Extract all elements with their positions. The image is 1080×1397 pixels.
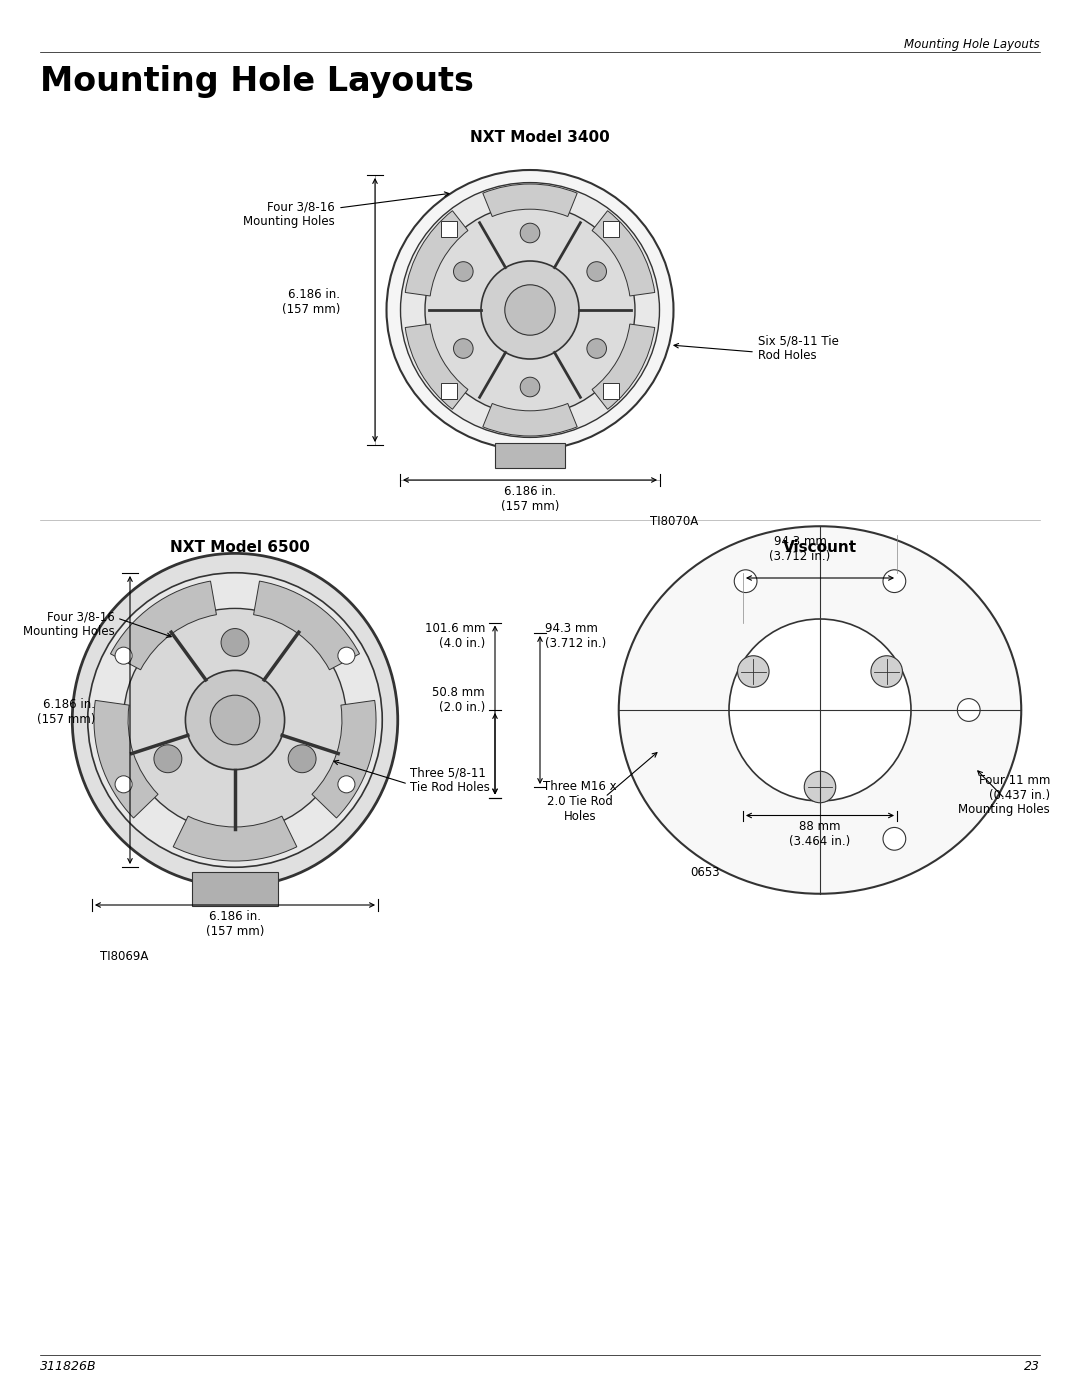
Circle shape (883, 827, 906, 851)
Circle shape (521, 377, 540, 397)
Circle shape (454, 261, 473, 281)
Text: 0653: 0653 (690, 866, 719, 879)
Wedge shape (173, 816, 297, 861)
Circle shape (481, 261, 579, 359)
Text: 23: 23 (1024, 1361, 1040, 1373)
Wedge shape (312, 700, 376, 819)
Wedge shape (110, 581, 216, 669)
Bar (441, 221, 457, 236)
Wedge shape (405, 211, 468, 296)
Circle shape (288, 745, 316, 773)
Circle shape (729, 619, 912, 800)
Text: 101.6 mm
(4.0 in.): 101.6 mm (4.0 in.) (424, 622, 485, 650)
Circle shape (586, 338, 607, 358)
Text: 6.186 in.
(157 mm): 6.186 in. (157 mm) (282, 288, 340, 316)
Circle shape (504, 285, 555, 335)
Text: Mounting Hole Layouts: Mounting Hole Layouts (904, 38, 1040, 52)
Ellipse shape (619, 527, 1022, 894)
Text: Three 5/8-11
Tie Rod Holes: Three 5/8-11 Tie Rod Holes (410, 766, 490, 793)
Circle shape (586, 261, 607, 281)
Wedge shape (592, 324, 654, 409)
Text: Four 3/8-16
Mounting Holes: Four 3/8-16 Mounting Holes (24, 610, 114, 638)
Bar (604, 221, 619, 236)
Text: 6.186 in.
(157 mm): 6.186 in. (157 mm) (206, 909, 265, 937)
Text: 311826B: 311826B (40, 1361, 96, 1373)
Bar (191, 872, 279, 907)
Ellipse shape (401, 183, 660, 437)
Circle shape (734, 570, 757, 592)
Circle shape (521, 224, 540, 243)
Wedge shape (254, 581, 360, 669)
Circle shape (87, 573, 382, 868)
Bar (604, 383, 619, 400)
Wedge shape (483, 184, 577, 217)
Text: NXT Model 3400: NXT Model 3400 (470, 130, 610, 145)
Text: 50.8 mm
(2.0 in.): 50.8 mm (2.0 in.) (432, 686, 485, 714)
Text: 88 mm
(3.464 in.): 88 mm (3.464 in.) (789, 820, 851, 848)
Ellipse shape (72, 553, 397, 887)
Circle shape (221, 629, 249, 657)
Bar (441, 383, 457, 400)
Text: 6.186 in.
(157 mm): 6.186 in. (157 mm) (37, 698, 95, 726)
Text: 6.186 in.
(157 mm): 6.186 in. (157 mm) (501, 485, 559, 513)
Text: Viscount: Viscount (783, 541, 858, 555)
Bar (495, 443, 565, 468)
Wedge shape (592, 211, 654, 296)
Wedge shape (94, 700, 158, 819)
Circle shape (805, 771, 836, 803)
Wedge shape (483, 404, 577, 436)
Text: TI8070A: TI8070A (650, 515, 699, 528)
Circle shape (338, 647, 355, 664)
Circle shape (123, 609, 347, 831)
Circle shape (338, 775, 355, 793)
Wedge shape (405, 324, 468, 409)
Text: 94.3 mm
(3.712 in.): 94.3 mm (3.712 in.) (545, 622, 606, 650)
Circle shape (957, 698, 981, 721)
Circle shape (738, 655, 769, 687)
Text: Six 5/8-11 Tie
Rod Holes: Six 5/8-11 Tie Rod Holes (758, 334, 839, 362)
Circle shape (116, 775, 132, 793)
Circle shape (454, 338, 473, 358)
Text: 94.3 mm
(3.712 in.): 94.3 mm (3.712 in.) (769, 535, 831, 563)
Circle shape (186, 671, 285, 770)
Circle shape (870, 655, 903, 687)
Text: Three M16 x
2.0 Tie Rod
Holes: Three M16 x 2.0 Tie Rod Holes (543, 780, 617, 823)
Circle shape (426, 205, 635, 415)
Text: NXT Model 6500: NXT Model 6500 (170, 541, 310, 555)
Circle shape (211, 696, 260, 745)
Text: Four 11 mm
(0.437 in.)
Mounting Holes: Four 11 mm (0.437 in.) Mounting Holes (958, 774, 1050, 816)
Circle shape (154, 745, 181, 773)
Text: Four 3/8-16
Mounting Holes: Four 3/8-16 Mounting Holes (243, 200, 335, 228)
Text: Mounting Hole Layouts: Mounting Hole Layouts (40, 66, 474, 98)
Text: TI8069A: TI8069A (100, 950, 148, 963)
Circle shape (116, 647, 132, 664)
Circle shape (883, 570, 906, 592)
Ellipse shape (387, 170, 674, 450)
